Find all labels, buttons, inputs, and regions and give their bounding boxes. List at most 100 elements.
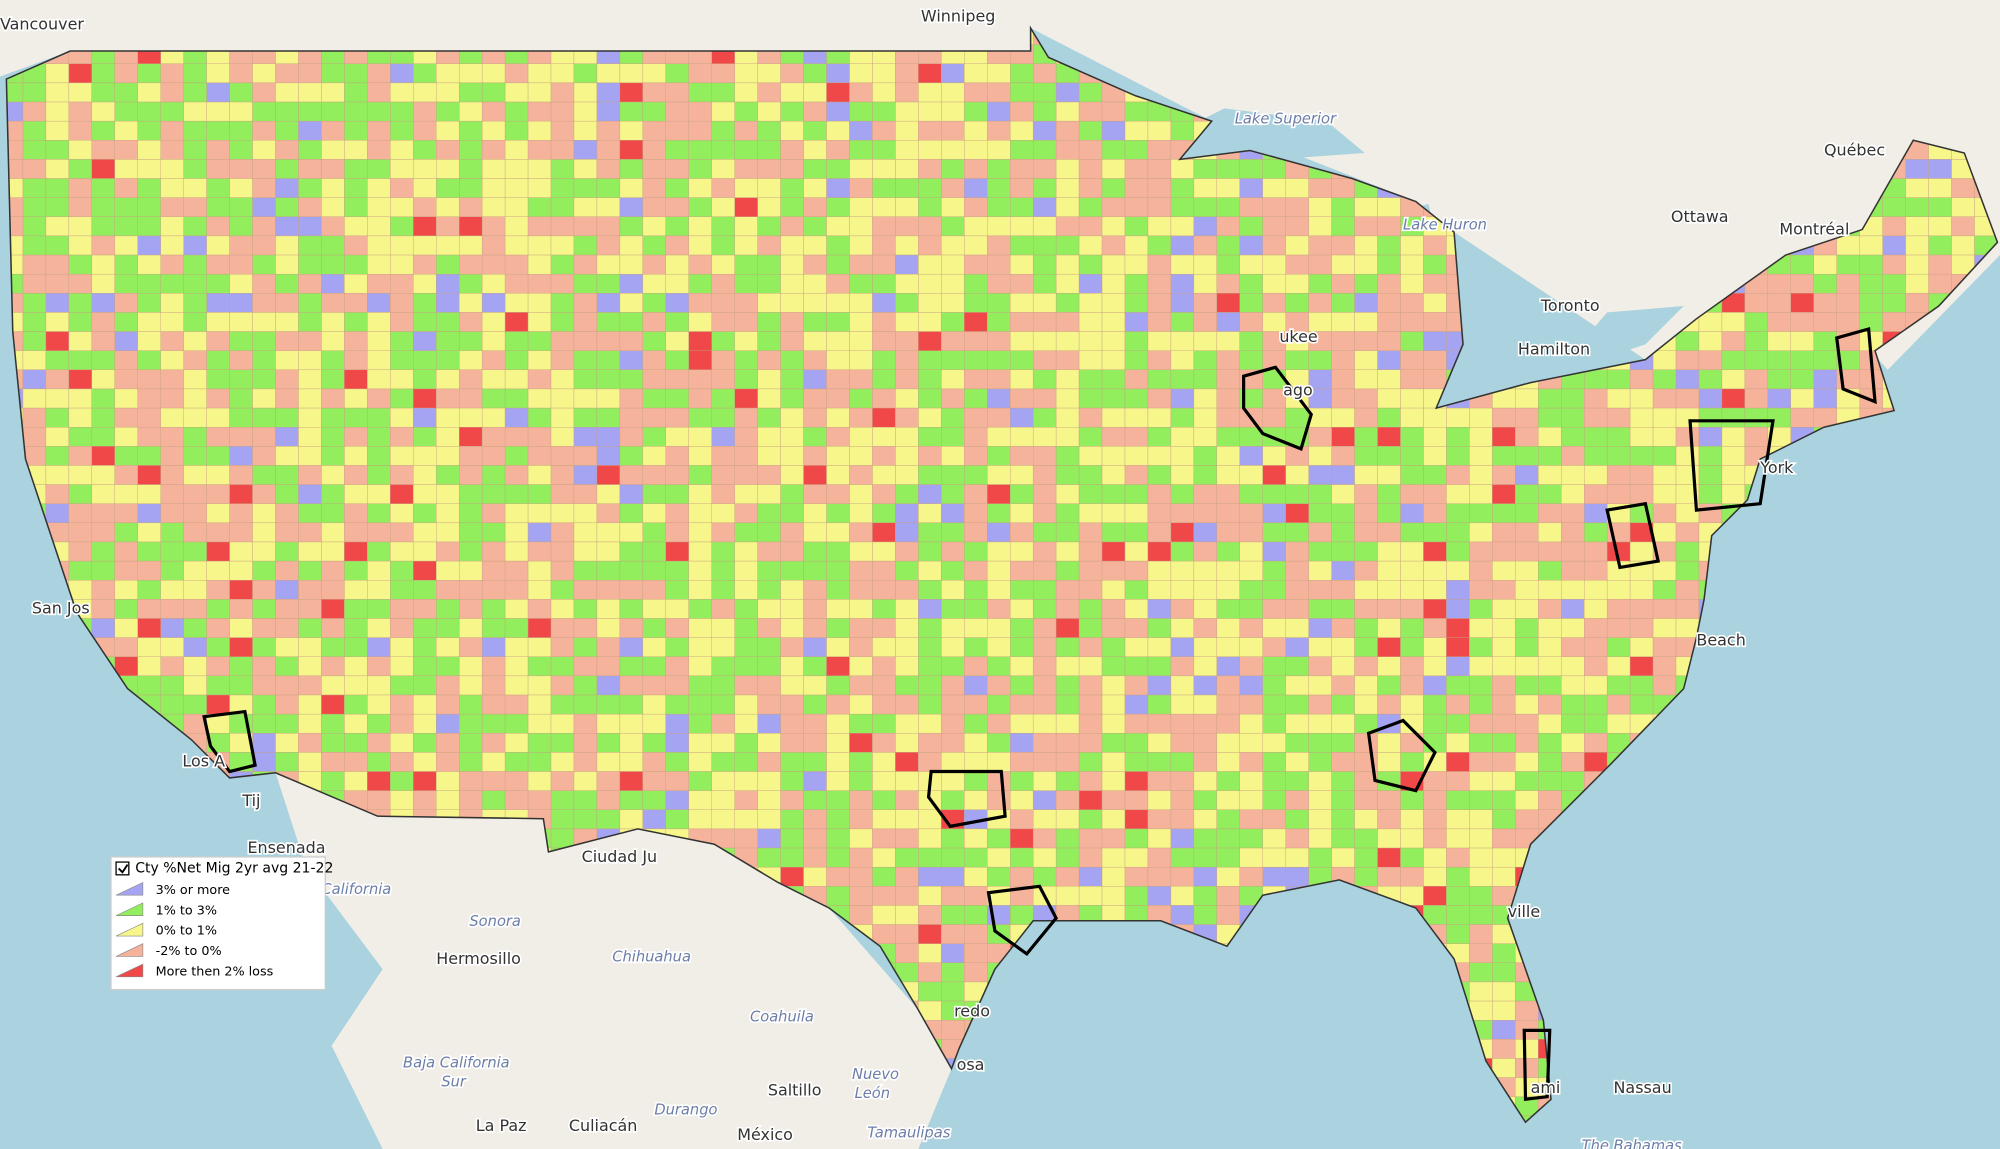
county	[964, 293, 988, 313]
county	[573, 503, 598, 524]
county	[1101, 503, 1126, 524]
county	[1744, 1058, 1769, 1078]
county	[964, 159, 988, 179]
county	[895, 694, 919, 715]
county	[45, 752, 70, 772]
county	[1193, 962, 1218, 983]
county	[298, 733, 322, 753]
county	[1721, 446, 1746, 466]
county	[1951, 369, 1975, 390]
county	[757, 828, 781, 849]
county	[872, 63, 896, 84]
county	[1170, 981, 1195, 1002]
county	[114, 407, 138, 428]
county	[1170, 427, 1195, 447]
county	[964, 331, 988, 351]
county	[413, 675, 437, 696]
county	[367, 503, 391, 524]
county	[734, 675, 758, 696]
county	[1790, 1000, 1814, 1021]
county	[6, 1096, 24, 1117]
county	[1790, 675, 1814, 696]
county	[344, 694, 368, 715]
county	[1859, 293, 1883, 313]
county	[872, 886, 896, 906]
county	[1974, 924, 1998, 944]
county	[1583, 713, 1608, 734]
county	[642, 101, 667, 122]
county	[573, 809, 598, 830]
county	[1652, 752, 1677, 772]
county	[252, 120, 276, 141]
county	[91, 541, 115, 562]
county	[734, 733, 758, 753]
county	[1010, 216, 1034, 237]
county	[91, 331, 115, 351]
county	[1974, 675, 1998, 696]
county	[1400, 981, 1424, 1002]
county	[1331, 465, 1355, 485]
county	[1836, 771, 1860, 791]
county	[1446, 1058, 1470, 1078]
county	[298, 254, 322, 275]
county	[1629, 388, 1654, 409]
county	[803, 82, 827, 103]
county	[1377, 924, 1401, 944]
county	[481, 120, 506, 141]
county	[1078, 981, 1103, 1002]
county	[1813, 675, 1837, 696]
county	[1423, 293, 1447, 313]
county	[504, 484, 529, 504]
county	[1308, 503, 1332, 524]
county	[137, 733, 161, 753]
county	[1400, 388, 1424, 409]
county	[1790, 943, 1814, 964]
county	[1170, 484, 1195, 504]
county	[1124, 752, 1149, 772]
county	[665, 140, 689, 160]
county	[1331, 656, 1355, 677]
county	[298, 407, 322, 428]
county	[1170, 388, 1195, 409]
county	[1262, 1058, 1286, 1078]
county	[1905, 560, 1929, 581]
county	[413, 312, 437, 332]
county	[22, 1000, 47, 1021]
county	[1698, 427, 1723, 447]
county	[160, 350, 184, 371]
county	[1055, 216, 1080, 237]
county	[1423, 713, 1447, 734]
county	[1698, 847, 1723, 868]
county	[367, 254, 391, 275]
county	[1308, 1020, 1332, 1040]
county	[1744, 1020, 1769, 1040]
county	[1285, 1000, 1309, 1021]
county	[872, 446, 896, 466]
county	[665, 771, 689, 791]
county	[1767, 350, 1792, 371]
county	[665, 465, 689, 485]
county	[504, 771, 529, 791]
county	[1721, 886, 1746, 906]
county	[849, 713, 873, 734]
county	[321, 1077, 345, 1097]
county	[1124, 905, 1149, 925]
county	[1951, 1020, 1975, 1040]
county	[1239, 1077, 1263, 1097]
county	[1698, 809, 1723, 830]
county	[1767, 771, 1792, 791]
county	[1882, 618, 1906, 638]
county	[665, 580, 689, 600]
county	[895, 312, 919, 332]
county	[6, 790, 24, 810]
county	[321, 178, 345, 198]
county	[68, 1039, 93, 1059]
county	[1010, 905, 1034, 925]
county	[803, 159, 827, 179]
county	[1744, 713, 1769, 734]
county	[436, 560, 460, 581]
county	[872, 484, 896, 504]
county	[1193, 1058, 1218, 1078]
county	[1928, 847, 1952, 868]
county	[229, 1058, 253, 1078]
